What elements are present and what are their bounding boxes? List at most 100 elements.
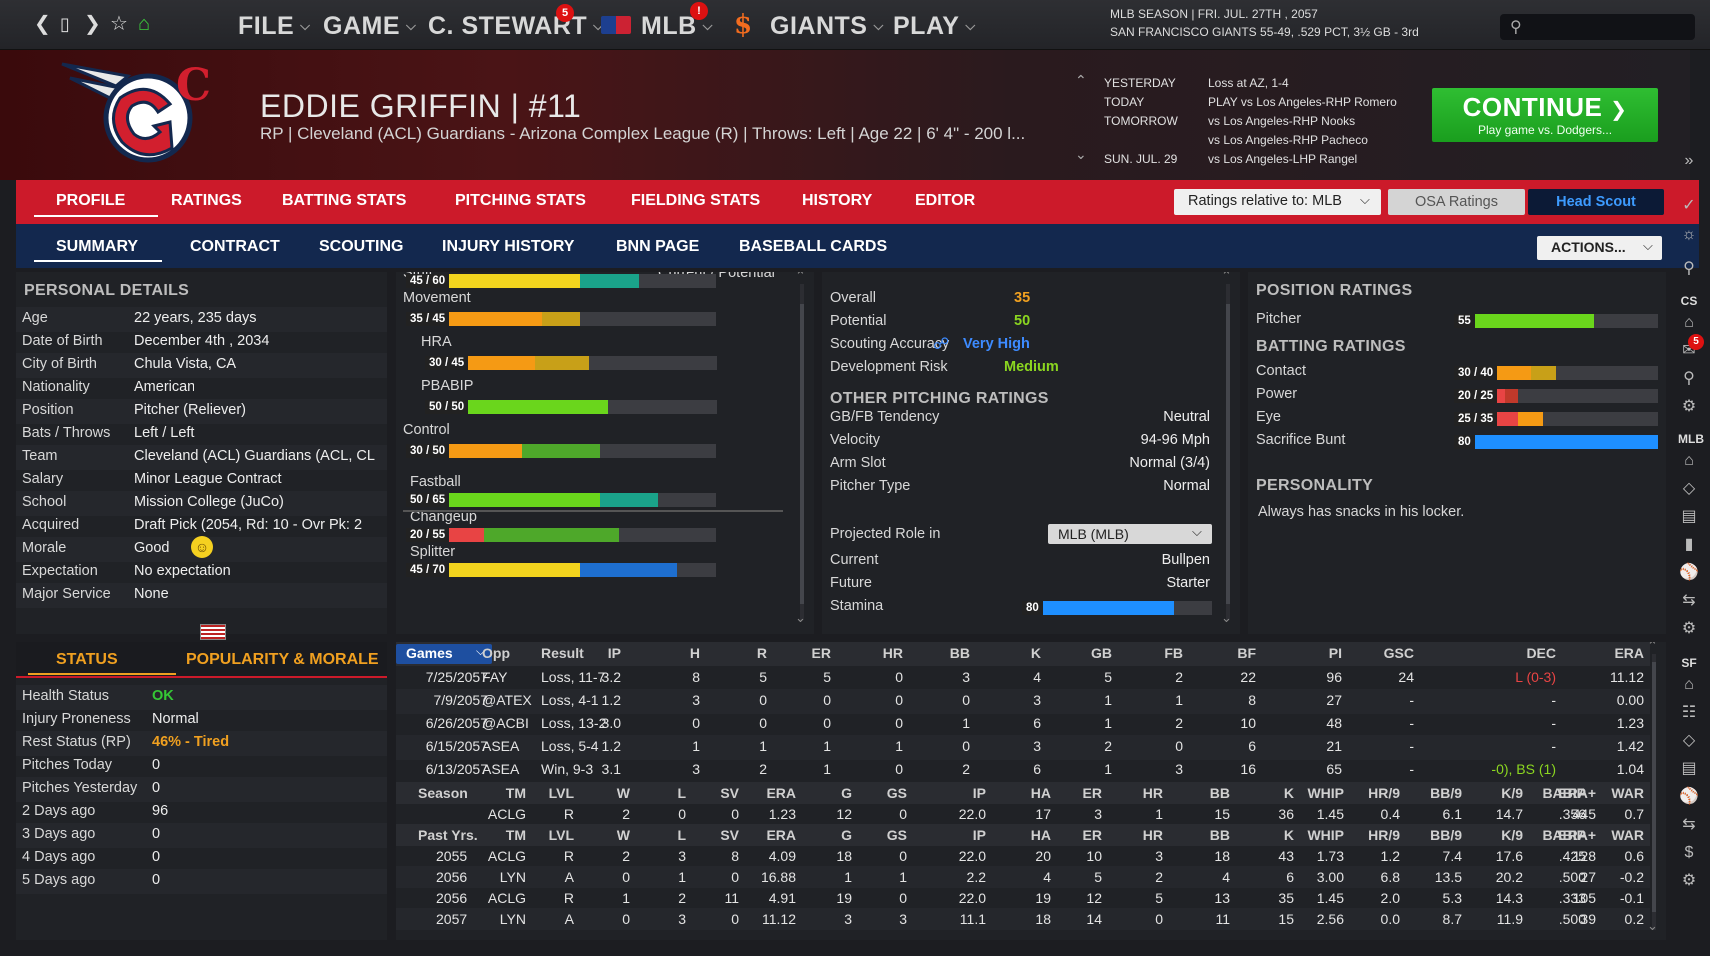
schedule-game[interactable]: vs Los Angeles-RHP Nooks: [1208, 114, 1356, 128]
schedule-game[interactable]: vs Los Angeles-LHP Rangel: [1208, 152, 1358, 166]
collapse-right-icon[interactable]: »: [1684, 152, 1694, 169]
continue-button[interactable]: CONTINUE ❯ Play game vs. Dodgers...: [1432, 88, 1658, 142]
schedule-game[interactable]: Loss at AZ, 1-4: [1208, 76, 1289, 90]
current-fill: [406, 493, 600, 507]
table-cell: L: [677, 785, 686, 801]
tab-contract[interactable]: CONTRACT: [190, 238, 280, 255]
row-stripe: [16, 583, 387, 608]
sidebar-label-cs: CS: [1680, 294, 1698, 308]
table-cell: GB: [1091, 645, 1112, 661]
table-cell: G: [841, 785, 852, 801]
schedule-up-icon[interactable]: ⌃: [1075, 72, 1087, 88]
home-outline-icon[interactable]: ⌂: [1684, 452, 1694, 469]
news-icon[interactable]: ▤: [1681, 760, 1697, 777]
gear-icon[interactable]: ⚙: [1681, 398, 1697, 415]
gear-icon[interactable]: ⚙: [1681, 620, 1697, 637]
back-icon[interactable]: ❮: [34, 13, 51, 35]
tab-bnn-page[interactable]: BNN PAGE: [616, 238, 700, 255]
trade-icon[interactable]: ⇆: [1682, 816, 1696, 833]
tab-batting-stats[interactable]: BATTING STATS: [282, 192, 407, 209]
ratings-relative-select[interactable]: Ratings relative to: MLB ⌵: [1174, 189, 1381, 215]
tab-history[interactable]: HISTORY: [802, 192, 873, 209]
scrollbar-thumb[interactable]: [800, 304, 804, 604]
batting-rating-label: Sacrifice Bunt: [1256, 432, 1346, 448]
star-icon[interactable]: ☆: [110, 13, 128, 35]
home-outline-icon[interactable]: ⌂: [1684, 676, 1694, 693]
news-icon[interactable]: ▤: [1681, 508, 1697, 525]
scrollbar-thumb[interactable]: [1226, 304, 1230, 604]
table-cell: 0: [895, 692, 903, 708]
roster-icon[interactable]: ☷: [1681, 704, 1697, 721]
diamond-icon[interactable]: ◇: [1682, 480, 1696, 497]
status-value: 0: [152, 849, 161, 865]
search-input[interactable]: ⚲: [1500, 14, 1695, 40]
menu-manager[interactable]: C. STEWART ⌵: [428, 12, 604, 40]
menu-play[interactable]: PLAY ⌵: [893, 12, 976, 40]
scroll-up-icon[interactable]: ⌃: [1647, 642, 1658, 653]
home-outline-icon[interactable]: ⌂: [1684, 314, 1694, 331]
scrollbar-track[interactable]: [1652, 654, 1656, 930]
tab-editor[interactable]: EDITOR: [915, 192, 976, 209]
tab-fielding-stats[interactable]: FIELDING STATS: [631, 192, 761, 209]
table-cell: LVL: [548, 785, 574, 801]
location-pin-icon[interactable]: ⚲: [1683, 260, 1695, 277]
window-icon[interactable]: ▯: [60, 14, 70, 34]
gear-icon[interactable]: ⚙: [1681, 872, 1697, 889]
bar-chart-icon[interactable]: ▮: [1684, 536, 1694, 553]
projected-role-select[interactable]: MLB (MLB) ⌵: [1048, 524, 1212, 544]
scroll-down-icon[interactable]: ⌄: [1221, 610, 1232, 625]
table-cell: 14: [1086, 911, 1102, 927]
tab-injury-history[interactable]: INJURY HISTORY: [442, 238, 575, 255]
check-icon[interactable]: ✓: [1682, 197, 1696, 214]
table-cell: 11.9: [1496, 911, 1523, 927]
detail-value[interactable]: Cleveland (ACL) Guardians (ACL, CL: [134, 448, 375, 464]
table-cell: 1: [962, 715, 970, 731]
tab-profile[interactable]: PROFILE: [56, 192, 126, 209]
tab-status[interactable]: STATUS: [56, 651, 118, 668]
menu-file[interactable]: FILE ⌵: [238, 12, 311, 40]
tab-ratings[interactable]: RATINGS: [171, 192, 242, 209]
table-cell: 22.0: [958, 848, 986, 864]
overall-value: 50: [1014, 313, 1031, 329]
table-cell: 2057: [436, 911, 468, 927]
scrollbar-track[interactable]: [800, 284, 804, 620]
search-icon[interactable]: ⚲: [1683, 370, 1695, 387]
detail-value: Chula Vista, CA: [134, 356, 237, 372]
baseball-icon[interactable]: ⚾: [1679, 788, 1699, 805]
baseball-icon[interactable]: ⚾: [1679, 564, 1699, 581]
actions-dropdown[interactable]: ACTIONS... ⌵: [1537, 236, 1662, 260]
forward-icon[interactable]: ❯: [84, 13, 101, 35]
osa-ratings-button[interactable]: OSA Ratings: [1388, 189, 1525, 215]
trade-icon[interactable]: ⇆: [1682, 592, 1696, 609]
scroll-up-icon[interactable]: ⌃: [795, 272, 806, 283]
home-icon[interactable]: ⌂: [138, 13, 151, 35]
tab-baseball-cards[interactable]: BASEBALL CARDS: [739, 238, 888, 255]
scrollbar-track[interactable]: [1226, 284, 1230, 620]
diamond-icon[interactable]: ◇: [1682, 732, 1696, 749]
rating-bar: 80: [1454, 435, 1658, 449]
other-rating-value: Normal: [1163, 478, 1210, 494]
scroll-up-icon[interactable]: ⌃: [1221, 272, 1232, 283]
games-select[interactable]: Games ⌵: [396, 644, 492, 664]
dollar-icon[interactable]: $: [1684, 844, 1694, 861]
schedule-game[interactable]: PLAY vs Los Angeles-RHP Romero: [1208, 95, 1397, 109]
menu-mlb[interactable]: MLB ⌵: [641, 12, 714, 40]
tab-summary[interactable]: SUMMARY: [56, 238, 139, 255]
schedule-game[interactable]: vs Los Angeles-RHP Pacheco: [1208, 133, 1368, 147]
table-cell: 0: [622, 869, 630, 885]
scrollbar-thumb[interactable]: [1652, 662, 1656, 912]
scroll-down-icon[interactable]: ⌄: [795, 610, 806, 625]
tab-popularity-morale[interactable]: POPULARITY & MORALE: [186, 651, 379, 668]
other-rating-label: Arm Slot: [830, 455, 886, 471]
menu-giants[interactable]: GIANTS ⌵: [770, 12, 884, 40]
menu-game[interactable]: GAME ⌵: [323, 12, 417, 40]
detail-label: Position: [22, 402, 74, 418]
tab-scouting[interactable]: SCOUTING: [319, 238, 404, 255]
mlb-notification-badge: !: [690, 2, 708, 20]
schedule-down-icon[interactable]: ⌄: [1075, 146, 1087, 162]
table-cell: 2056: [436, 869, 468, 885]
head-scout-button[interactable]: Head Scout: [1528, 189, 1664, 215]
scroll-down-icon[interactable]: ⌄: [1647, 918, 1658, 933]
tab-pitching-stats[interactable]: PITCHING STATS: [455, 192, 586, 209]
globe-icon[interactable]: ☼: [1681, 226, 1697, 243]
